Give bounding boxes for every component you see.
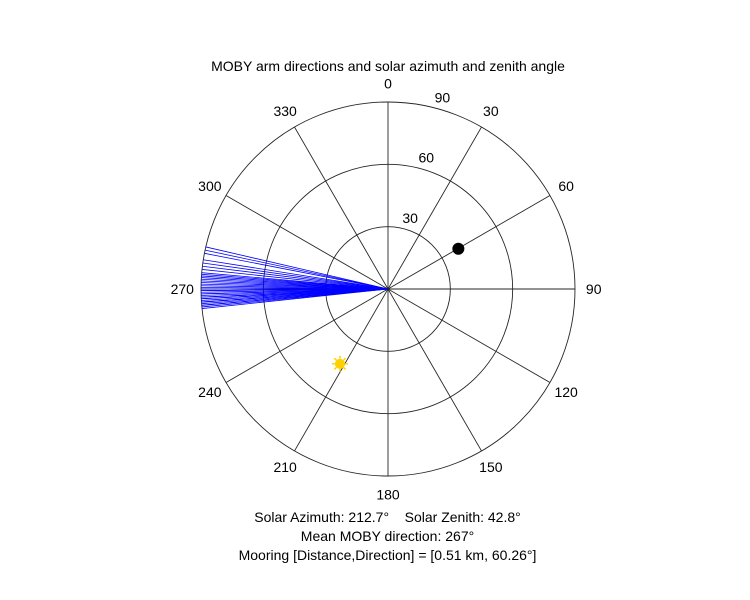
sun-ray	[342, 366, 347, 370]
solar-caption: Solar Azimuth: 212.7° Solar Zenith: 42.8…	[0, 507, 750, 527]
mooring-marker	[452, 242, 465, 255]
theta-tick-label-60: 60	[558, 178, 574, 194]
data-series	[201, 242, 465, 372]
moby-arm-line	[201, 288, 389, 303]
moby-arm-line	[201, 288, 389, 298]
theta-tick-label-240: 240	[198, 384, 222, 400]
r-tick-label-90: 90	[435, 89, 451, 105]
theta-tick-label-330: 330	[273, 103, 297, 119]
moby-arm-line	[205, 246, 389, 290]
solar-azimuth-text: Solar Azimuth: 212.7°	[254, 509, 390, 525]
moby-arm-line	[201, 288, 389, 295]
sun-ray	[333, 357, 337, 361]
theta-tick-label-180: 180	[376, 487, 400, 503]
r-tick-labels: 30 60 90	[402, 89, 450, 225]
theta-tick-label-300: 300	[198, 178, 222, 194]
theta-tick-label-0: 0	[384, 75, 392, 91]
moby-arm-line	[201, 288, 389, 292]
moby-arm-line	[203, 259, 389, 290]
theta-tick-label-210: 210	[273, 459, 297, 475]
moby-arm-line	[204, 252, 389, 290]
mean-direction-caption: Mean MOBY direction: 267°	[300, 528, 475, 544]
theta-tick-label-150: 150	[479, 459, 503, 475]
moby-arm-line	[205, 249, 389, 290]
theta-tick-label-270: 270	[171, 281, 195, 297]
solar-zenith-text: Solar Zenith: 42.8°	[404, 509, 521, 525]
r-tick-label-60: 60	[418, 150, 434, 166]
moby-arm-line	[201, 269, 389, 290]
theta-tick-label-90: 90	[586, 281, 602, 297]
moby-arm-line	[202, 265, 389, 290]
theta-tick-label-120: 120	[554, 384, 578, 400]
r-tick-label-30: 30	[402, 210, 418, 226]
sun-ray	[333, 366, 337, 370]
chart-title: MOBY arm directions and solar azimuth an…	[211, 58, 565, 74]
moby-arm-line	[201, 288, 389, 306]
mooring-caption: Mooring [Distance,Direction] = [0.51 km,…	[238, 547, 537, 563]
sun-ray	[342, 357, 347, 361]
theta-tick-labels: 0 30 60 90 120 150 180 210 240 270 300 330	[171, 75, 602, 502]
theta-tick-label-30: 30	[483, 103, 499, 119]
sun-marker	[334, 358, 345, 369]
moby-arm-line	[201, 272, 389, 290]
moby-arm-line	[202, 262, 389, 290]
